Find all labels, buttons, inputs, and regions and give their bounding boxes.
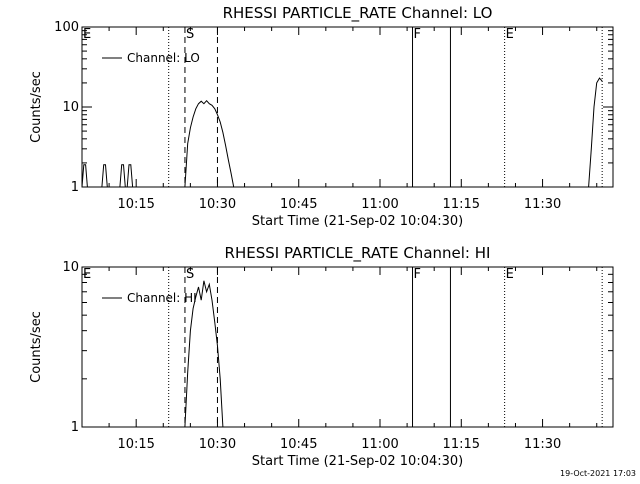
y-axis-label: Counts/sec	[29, 311, 44, 383]
series-line	[588, 77, 603, 188]
event-marker-label: S	[186, 27, 194, 42]
x-axis-label: Start Time (21-Sep-02 10:04:30)	[252, 214, 463, 229]
legend-label: Channel: HI	[127, 291, 197, 305]
y-tick-label: 10	[62, 100, 79, 115]
timestamp: 19-Oct-2021 17:03	[560, 469, 636, 478]
x-tick-label: 10:30	[199, 437, 236, 452]
event-marker-label: E	[506, 267, 514, 282]
x-tick-label: 11:15	[443, 197, 480, 212]
x-tick-label: 11:30	[524, 437, 561, 452]
x-tick-label: 11:00	[361, 197, 398, 212]
chart-panel-hi: RHESSI PARTICLE_RATE Channel: HI Counts/s…	[29, 244, 614, 469]
event-marker-label: F	[414, 27, 421, 42]
y-axis-label: Counts/sec	[29, 71, 44, 143]
series-line	[184, 280, 224, 428]
chart-panel-lo: RHESSI PARTICLE_RATE Channel: LO Counts/s…	[29, 4, 614, 229]
series-line	[184, 99, 235, 188]
y-tick-label: 1	[71, 420, 79, 435]
y-tick-label: 1	[71, 180, 79, 195]
series-line	[119, 164, 126, 188]
event-marker-label: F	[414, 267, 421, 282]
x-tick-label: 10:45	[280, 197, 317, 212]
x-tick-label: 10:15	[117, 197, 154, 212]
series-line	[126, 164, 134, 188]
x-tick-label: 10:15	[117, 437, 154, 452]
x-tick-label: 10:30	[199, 197, 236, 212]
x-tick-label: 11:30	[524, 197, 561, 212]
x-axis-label: Start Time (21-Sep-02 10:04:30)	[252, 454, 463, 469]
chart-title: RHESSI PARTICLE_RATE Channel: LO	[223, 4, 493, 23]
x-tick-label: 11:15	[443, 437, 480, 452]
event-marker-label: S	[186, 267, 194, 282]
y-tick-label: 10	[62, 260, 79, 275]
plot-frame	[81, 266, 614, 428]
series-line	[81, 164, 88, 188]
event-marker-label: E	[83, 267, 91, 282]
y-tick-label: 100	[54, 20, 79, 35]
x-tick-label: 11:00	[361, 437, 398, 452]
series-line	[101, 164, 108, 188]
x-tick-label: 10:45	[280, 437, 317, 452]
chart-title: RHESSI PARTICLE_RATE Channel: HI	[225, 244, 491, 263]
event-marker-label: E	[83, 27, 91, 42]
legend-label: Channel: LO	[127, 51, 200, 65]
event-marker-label: E	[506, 27, 514, 42]
